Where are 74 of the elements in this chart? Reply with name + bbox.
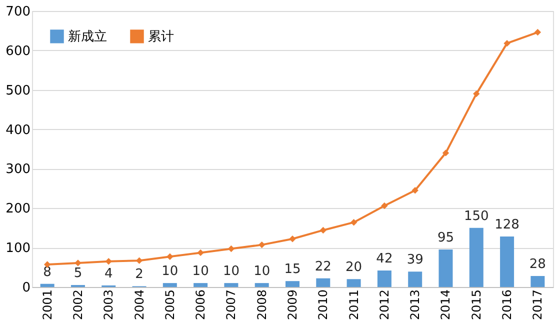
bar — [194, 283, 208, 287]
data-label: 39 — [406, 252, 424, 268]
data-label: 10 — [192, 264, 209, 280]
point — [504, 40, 510, 47]
data-label: 4 — [104, 266, 113, 282]
point — [320, 226, 326, 234]
x-tick-label: 2004 — [132, 290, 146, 320]
data-label: 28 — [529, 256, 546, 272]
data-label: 10 — [162, 264, 178, 280]
point — [136, 257, 143, 264]
data-label: 5 — [74, 266, 82, 282]
bar — [377, 270, 392, 287]
x-tick-label: 2017 — [530, 290, 545, 320]
x-tick-label: 2011 — [346, 290, 361, 320]
point — [381, 202, 388, 210]
bar — [162, 283, 177, 287]
x-tick-label: 2010 — [316, 290, 330, 320]
bar — [316, 278, 330, 287]
point — [442, 150, 450, 156]
x-tick-label: 2016 — [500, 290, 514, 320]
point — [289, 236, 296, 242]
point — [74, 260, 82, 266]
y-tick-label: 500 — [6, 83, 30, 98]
point — [228, 245, 235, 252]
point — [350, 218, 358, 226]
x-tick-label: 2015 — [469, 290, 484, 320]
y-tick-label: 700 — [6, 4, 30, 20]
data-label: 128 — [494, 218, 520, 233]
bar — [346, 279, 361, 287]
x-tick-label: 2014 — [438, 290, 453, 320]
x-tick-label: 2007 — [224, 290, 238, 320]
x-tick-label: 2012 — [377, 290, 392, 320]
x-tick-label: 2003 — [102, 290, 116, 320]
data-label: 20 — [346, 260, 362, 276]
x-tick-label: 2002 — [70, 290, 85, 320]
point — [258, 241, 266, 248]
data-label: 10 — [222, 264, 240, 280]
data-label: 8 — [43, 264, 52, 280]
bar — [224, 283, 238, 287]
bar — [500, 236, 514, 287]
bar — [469, 228, 484, 287]
point — [166, 253, 174, 260]
x-tick-label: 2013 — [408, 290, 422, 320]
x-tick-label: 2006 — [194, 290, 208, 320]
bar — [286, 281, 300, 287]
data-label: 2 — [135, 267, 144, 282]
y-tick-label: 400 — [6, 122, 30, 138]
data-label: 95 — [437, 230, 454, 246]
legend-label: 新成立 — [68, 28, 107, 44]
point — [197, 249, 204, 256]
y-tick-label: 600 — [6, 44, 30, 59]
y-tick-label: 300 — [6, 162, 30, 178]
point — [473, 90, 480, 98]
bar — [530, 276, 545, 287]
point — [105, 258, 112, 265]
data-label: 15 — [284, 262, 301, 278]
bar — [254, 283, 269, 287]
x-tick-label: 2005 — [162, 290, 177, 320]
data-label: 42 — [376, 251, 393, 266]
bar — [408, 272, 422, 287]
point — [412, 187, 418, 194]
x-tick-label: 2008 — [254, 290, 269, 320]
data-label: 22 — [314, 259, 332, 274]
data-label: 150 — [464, 208, 489, 224]
bar — [40, 284, 54, 287]
bar — [438, 250, 453, 287]
x-tick-label: 2001 — [40, 290, 54, 320]
x-tick-label: 2009 — [286, 290, 300, 320]
y-tick-label: 100 — [6, 241, 30, 256]
y-tick-label: 0 — [22, 280, 30, 296]
legend-label: 累计 — [148, 29, 174, 44]
point — [534, 28, 542, 36]
y-tick-label: 200 — [6, 202, 30, 217]
data-label: 10 — [254, 264, 270, 280]
